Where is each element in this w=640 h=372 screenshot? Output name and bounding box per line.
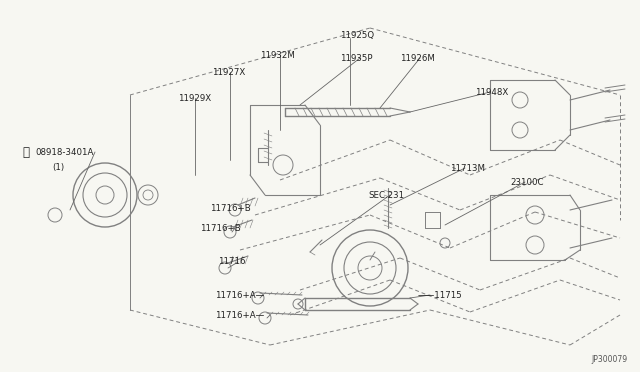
Text: 11716: 11716	[218, 257, 246, 266]
Text: 11713M: 11713M	[450, 164, 485, 173]
Text: 11929X: 11929X	[178, 93, 211, 103]
Text: 11932M: 11932M	[260, 51, 295, 60]
Text: 11925Q: 11925Q	[340, 31, 374, 39]
Text: ⓝ: ⓝ	[22, 145, 29, 158]
Text: 11716+B: 11716+B	[200, 224, 241, 232]
Text: 11926M: 11926M	[400, 54, 435, 62]
Text: 11935P: 11935P	[340, 54, 372, 62]
Text: SEC.231: SEC.231	[368, 190, 404, 199]
Text: ——11715: ——11715	[418, 291, 463, 299]
Text: 23100C: 23100C	[510, 177, 543, 186]
Text: 11716+A—: 11716+A—	[215, 311, 264, 320]
Text: 11716+B: 11716+B	[210, 203, 251, 212]
Text: 11927X: 11927X	[212, 67, 245, 77]
Text: 11948X: 11948X	[475, 87, 508, 96]
Text: 08918-3401A: 08918-3401A	[35, 148, 93, 157]
Text: 11716+A—: 11716+A—	[215, 291, 264, 299]
Text: (1): (1)	[52, 163, 64, 171]
Text: JP300079: JP300079	[592, 355, 628, 364]
